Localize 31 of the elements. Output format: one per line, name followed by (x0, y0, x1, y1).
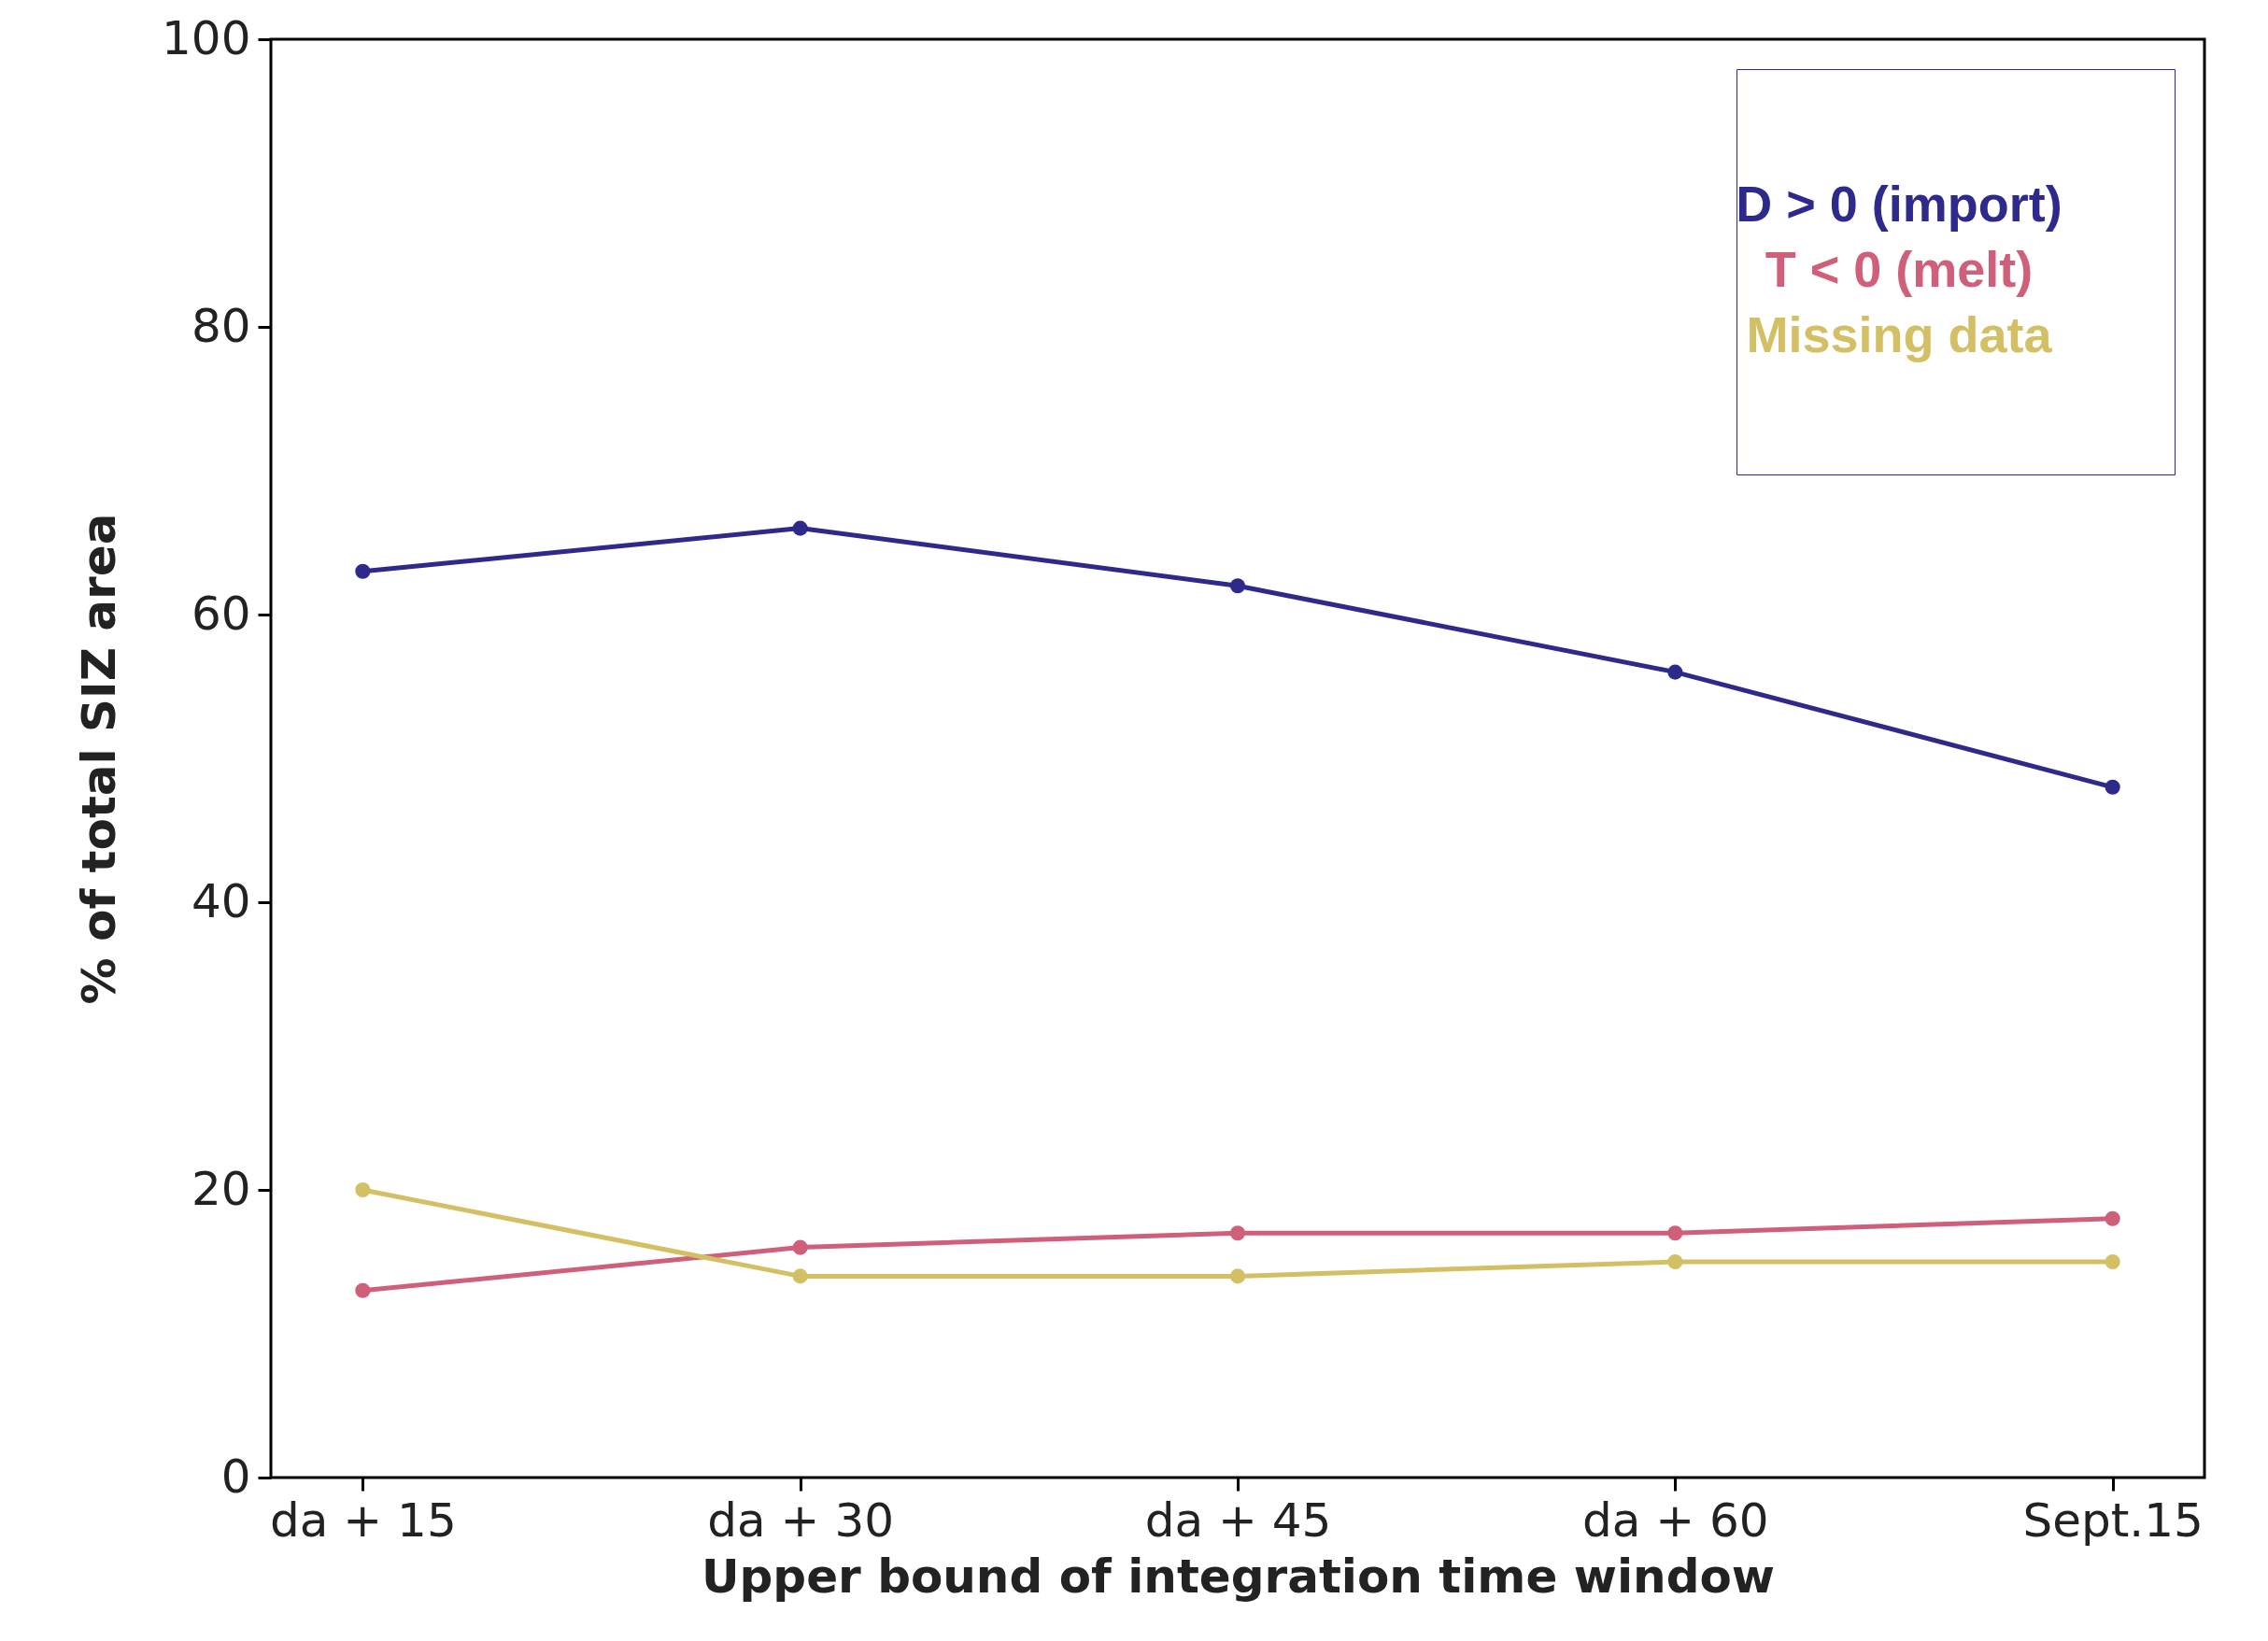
x-tick-label: da + 30 (707, 1492, 895, 1548)
point (1667, 664, 1683, 680)
point (1667, 1253, 1683, 1270)
text: Missing data (1746, 306, 2053, 362)
x-tick-label: da + 45 (1144, 1492, 1332, 1548)
y-tick-label: 20 (191, 1161, 251, 1216)
x-tick-label: Sept.15 (2022, 1492, 2204, 1548)
text: T < 0 (melt) (1765, 241, 2034, 297)
point (1229, 1268, 1246, 1284)
point (2105, 1253, 2120, 1270)
point (1229, 1225, 1246, 1241)
point (792, 1268, 808, 1284)
x-tick-label: da + 15 (270, 1492, 457, 1548)
point (355, 1181, 371, 1198)
x-axis-title: Upper bound of integration time window (701, 1549, 1776, 1604)
y-tick-label: 40 (191, 873, 251, 928)
y-tick-label: 0 (220, 1449, 251, 1504)
point (1229, 578, 1246, 594)
y-tick-label: 60 (191, 586, 251, 641)
point (2105, 1210, 2120, 1226)
point (792, 520, 808, 536)
y-axis-title: % of total SIZ area (72, 513, 127, 1005)
y-tick-label: 80 (191, 298, 251, 353)
text: D > 0 (import) (1736, 176, 2062, 232)
x-tick-label: da + 60 (1581, 1492, 1769, 1548)
point (792, 1239, 808, 1255)
point (1667, 1225, 1683, 1241)
point (2105, 779, 2120, 795)
y-tick-label: 100 (162, 10, 251, 65)
point (355, 1282, 371, 1298)
point (355, 563, 371, 579)
